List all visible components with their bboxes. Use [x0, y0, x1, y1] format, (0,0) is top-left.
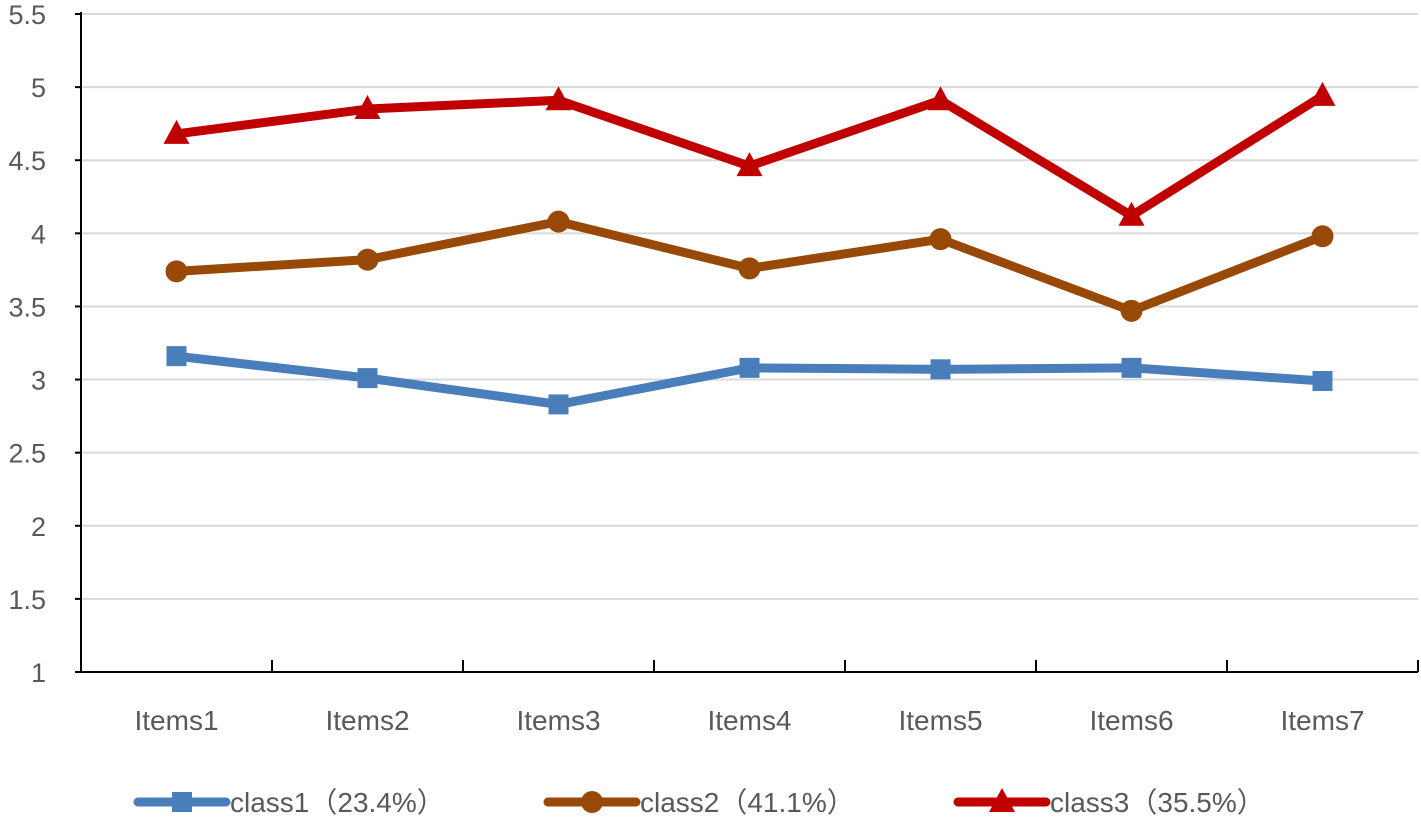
x-tick-label: Items3 — [516, 705, 600, 736]
data-point — [1118, 201, 1145, 226]
y-axis-ticks: 1 1.5 2 2.5 3 3.5 4 4.5 5 5.5 — [8, 0, 46, 688]
series-1 — [166, 346, 1333, 415]
y-tick-label: 5.5 — [8, 0, 46, 30]
data-point — [1312, 371, 1333, 392]
data-point — [929, 228, 952, 251]
data-point — [356, 248, 379, 271]
x-tick-label: Items7 — [1280, 705, 1364, 736]
data-point — [1311, 225, 1334, 248]
series-2 — [165, 210, 1334, 322]
data-point — [736, 152, 763, 177]
y-tick-label: 3.5 — [8, 292, 46, 322]
data-point — [163, 119, 190, 144]
data-point — [738, 257, 761, 280]
x-tick-label: Items4 — [707, 705, 791, 736]
data-point — [354, 95, 381, 120]
legend-item: class3（35.5%） — [953, 787, 1265, 817]
legend-marker — [172, 792, 192, 812]
y-tick-label: 2.5 — [8, 439, 46, 469]
data-point — [545, 86, 572, 111]
x-axis-ticks: Items1 Items2 Items3 Items4 Items5 Items6 Item… — [134, 705, 1364, 736]
y-tick-label: 1.5 — [8, 585, 46, 615]
data-point — [548, 394, 569, 415]
legend: class1（23.4%） class2（41.1%） class3（35.5%） — [133, 787, 1265, 817]
x-tick-label: Items5 — [898, 705, 982, 736]
legend-item: class1（23.4%） — [133, 787, 445, 817]
x-tick-label: Items1 — [134, 705, 218, 736]
y-tick-label: 1 — [31, 658, 46, 688]
data-point — [165, 260, 188, 283]
x-tick-label: Items2 — [325, 705, 409, 736]
legend-marker — [989, 788, 1015, 812]
data-point — [1309, 81, 1336, 106]
legend-item: class2（41.1%） — [543, 787, 855, 817]
y-tick-label: 3 — [31, 366, 46, 396]
series-3 — [163, 81, 1336, 226]
y-tick-label: 4.5 — [8, 146, 46, 176]
y-tick-label: 4 — [31, 219, 46, 249]
data-point — [927, 86, 954, 111]
y-tick-label: 5 — [31, 73, 46, 103]
series-layer — [163, 81, 1336, 415]
data-point — [547, 210, 570, 233]
data-point — [1120, 299, 1143, 322]
gridlines — [81, 13, 1418, 600]
data-point — [357, 368, 378, 389]
x-tick-label: Items6 — [1089, 705, 1173, 736]
legend-label: class2（41.1%） — [640, 787, 855, 817]
data-point — [930, 359, 951, 380]
data-point — [166, 346, 187, 367]
legend-label: class1（23.4%） — [230, 787, 445, 817]
data-point — [739, 357, 760, 378]
legend-marker — [581, 791, 603, 813]
legend-label: class3（35.5%） — [1050, 787, 1265, 817]
axes — [75, 12, 1419, 673]
data-point — [1121, 357, 1142, 378]
y-tick-label: 2 — [31, 512, 46, 542]
